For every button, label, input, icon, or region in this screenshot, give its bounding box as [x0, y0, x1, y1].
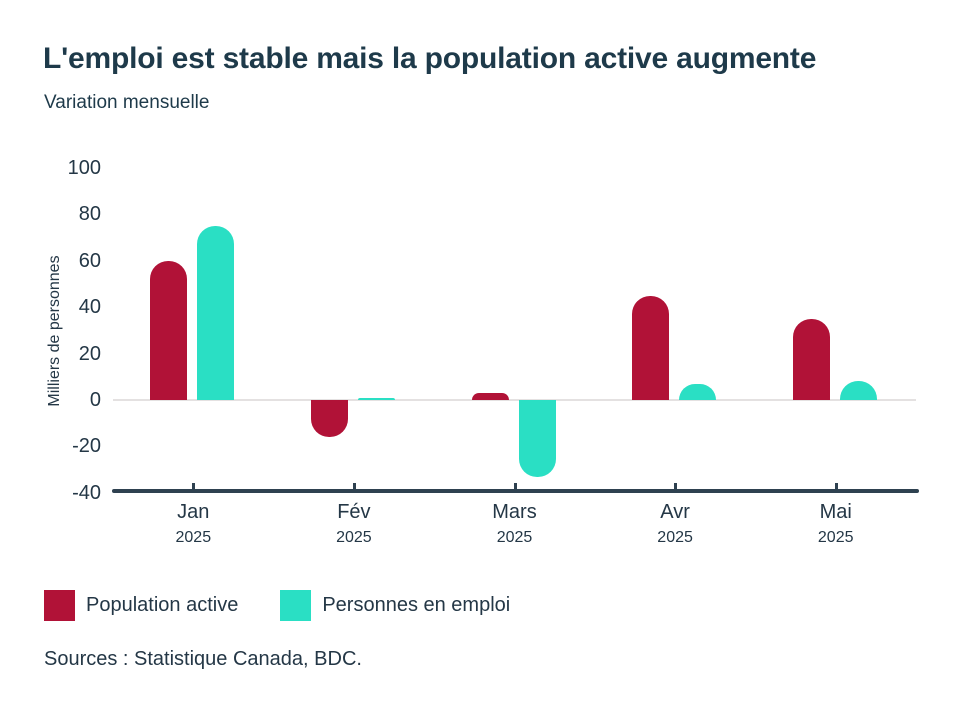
y-tick-label: 0 — [89, 389, 101, 411]
x-tick-mark — [352, 483, 356, 490]
y-tick-label: 60 — [78, 249, 101, 272]
x-axis-label-year: 2025 — [657, 529, 693, 546]
chart-subtitle: Variation mensuelle — [44, 92, 210, 113]
bar-personnes-en-emploi-mars — [518, 400, 556, 477]
legend-swatch-personnes-en-emploi — [280, 590, 312, 621]
chart-legend: Population active Personnes en emploi — [44, 590, 510, 621]
x-axis-label-month: Avr — [660, 501, 690, 523]
y-tick-label: -20 — [72, 435, 101, 458]
x-axis-label-year: 2025 — [817, 529, 854, 546]
bar-population-active-fév — [310, 400, 348, 438]
y-tick-label: 20 — [78, 342, 101, 365]
x-axis-label-month: Mars — [492, 501, 537, 523]
y-axis-title: Milliers de personnes — [46, 255, 63, 407]
legend-label-personnes-en-emploi: Personnes en emploi — [322, 594, 511, 616]
bar-personnes-en-emploi-avr — [679, 383, 717, 400]
bar-personnes-en-emploi-fév — [357, 397, 395, 400]
x-tick-mark — [674, 483, 678, 490]
source-text: Sources : Statistique Canada, BDC. — [44, 648, 362, 670]
x-tick-mark — [834, 483, 838, 490]
x-axis-line — [112, 489, 919, 493]
legend-item-personnes-en-emploi: Personnes en emploi — [280, 590, 510, 621]
y-tick-label: 100 — [67, 157, 101, 179]
y-tick-label: 40 — [78, 296, 101, 319]
x-axis-label-year: 2025 — [496, 529, 533, 546]
bar-population-active-mars — [471, 393, 509, 400]
x-tick-mark — [192, 483, 196, 490]
chart-title: L'emploi est stable mais la population a… — [43, 42, 817, 75]
x-axis-label-month: Mai — [819, 501, 852, 523]
legend-label-population-active: Population active — [86, 594, 239, 616]
bar-population-active-avr — [632, 295, 670, 400]
bar-population-active-mai — [792, 318, 830, 400]
x-axis-label-month: Fév — [337, 501, 371, 523]
x-tick-mark — [513, 483, 517, 490]
bar-personnes-en-emploi-jan — [197, 226, 235, 400]
bar-personnes-en-emploi-mai — [839, 381, 877, 400]
x-axis-label-year: 2025 — [336, 529, 372, 546]
y-tick-label: -40 — [72, 481, 101, 504]
legend-swatch-population-active — [44, 590, 75, 621]
x-axis-label-year: 2025 — [175, 529, 212, 546]
zero-gridline — [113, 399, 916, 401]
y-tick-label: 80 — [78, 203, 101, 226]
legend-item-population-active: Population active — [44, 590, 238, 621]
x-axis-label-month: Jan — [177, 501, 210, 523]
bar-population-active-jan — [150, 260, 188, 400]
